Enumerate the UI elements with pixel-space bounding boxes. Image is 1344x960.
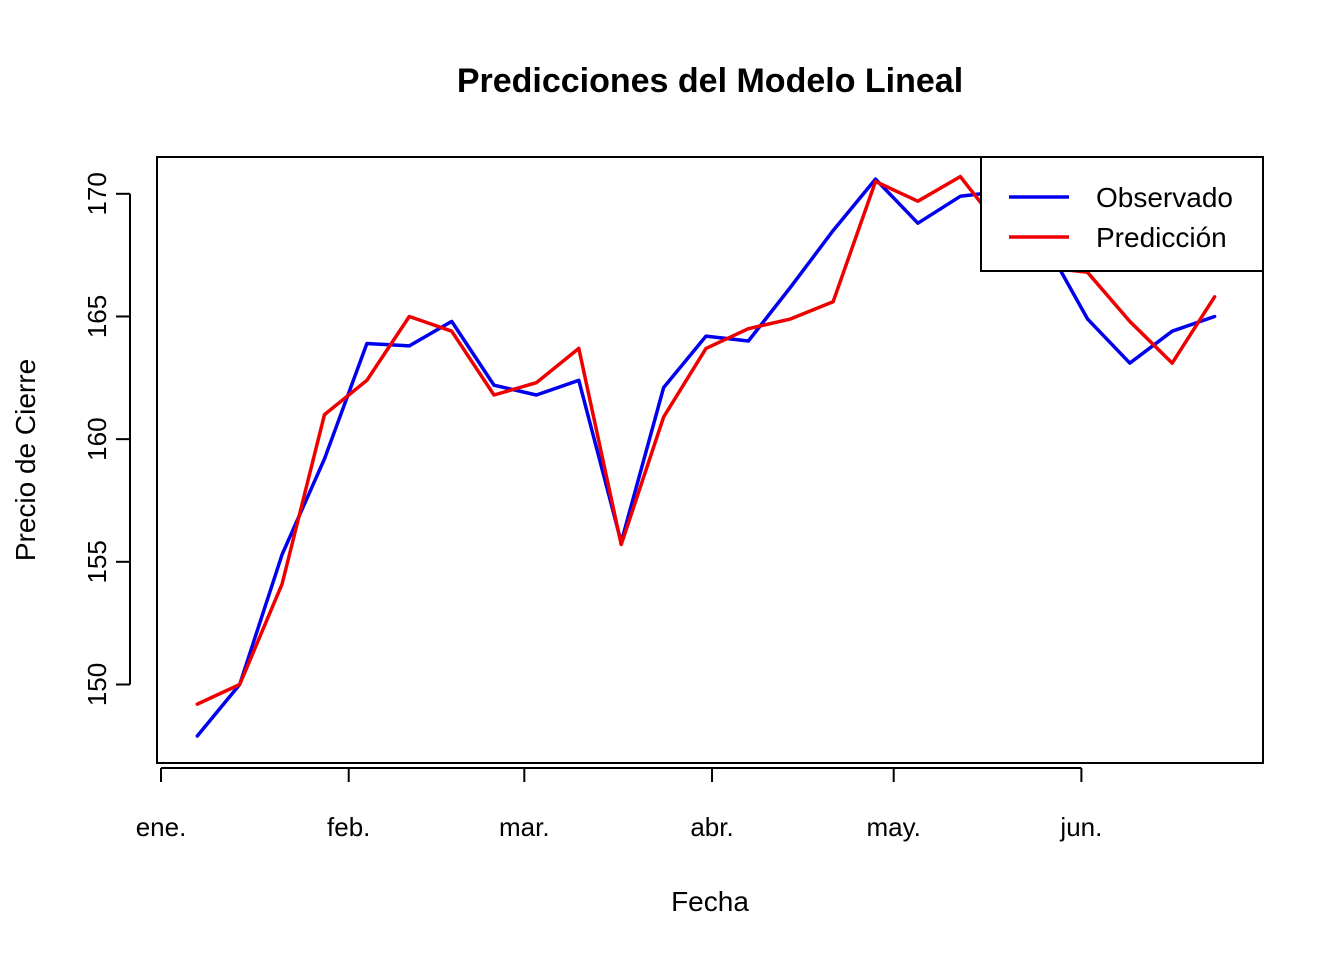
x-axis: ene. feb. mar. abr. may. jun.	[136, 767, 1102, 842]
y-tick-label: 155	[82, 540, 112, 583]
y-tick-label: 150	[82, 663, 112, 706]
x-tick-label: ene.	[136, 812, 187, 842]
chart-title: Predicciones del Modelo Lineal	[457, 62, 963, 100]
x-tick-label: may.	[866, 812, 920, 842]
legend-box	[980, 156, 1264, 272]
x-tick-label: abr.	[690, 812, 733, 842]
y-axis-label: Precio de Cierre	[10, 359, 41, 561]
y-tick-label: 160	[82, 417, 112, 460]
x-tick-label: jun.	[1059, 812, 1102, 842]
x-axis-label: Fecha	[671, 886, 749, 917]
x-tick-label: mar.	[499, 812, 550, 842]
y-axis: 150 155 160 165 170	[82, 172, 131, 706]
legend: Observado Predicción	[980, 156, 1264, 272]
y-tick-label: 170	[82, 172, 112, 215]
legend-label: Predicción	[1096, 222, 1227, 253]
legend-label: Observado	[1096, 182, 1233, 213]
x-tick-label: feb.	[327, 812, 370, 842]
plot-frame	[156, 156, 1264, 764]
y-tick-label: 165	[82, 295, 112, 338]
